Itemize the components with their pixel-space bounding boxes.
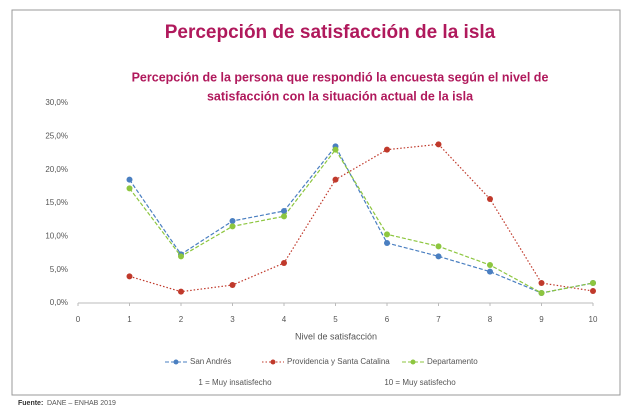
data-point	[435, 141, 442, 148]
data-point	[487, 196, 493, 202]
data-point	[487, 262, 493, 268]
data-point	[126, 176, 133, 183]
data-point	[435, 253, 442, 260]
x-axis-label: Nivel de satisfacción	[295, 331, 377, 341]
data-point	[126, 273, 133, 280]
data-point	[590, 288, 596, 294]
legend-label: Departamento	[427, 357, 478, 366]
y-tick-label: 30,0%	[45, 98, 68, 107]
note: 10 = Muy satisfecho	[384, 378, 456, 387]
data-point	[384, 146, 390, 153]
data-point	[487, 268, 493, 275]
data-point	[229, 218, 236, 224]
legend-swatch	[410, 359, 416, 365]
data-point	[384, 240, 390, 246]
x-tick-label: 9	[539, 315, 544, 324]
x-tick-label: 1	[127, 315, 132, 324]
data-point	[281, 208, 287, 214]
series-line	[129, 145, 594, 294]
x-tick-label: 6	[385, 315, 390, 324]
data-point	[538, 280, 545, 286]
y-tick-label: 10,0%	[45, 231, 68, 240]
legend-swatch	[173, 359, 179, 365]
data-point	[332, 146, 339, 153]
y-tick-label: 20,0%	[45, 165, 68, 174]
frame	[11, 9, 621, 396]
chart-subtitle: Percepción de la persona que respondió l…	[132, 70, 549, 84]
data-point	[229, 223, 236, 230]
source: DANE – ENHAB 2019	[47, 400, 116, 407]
data-point	[538, 290, 545, 296]
data-point	[178, 253, 184, 260]
legend-label: San Andrés	[190, 357, 231, 366]
data-point	[281, 260, 287, 266]
legend-swatch	[270, 359, 276, 365]
x-tick-label: 5	[333, 315, 338, 324]
note: 1 = Muy insatisfecho	[198, 378, 272, 387]
data-point	[281, 213, 287, 220]
data-point	[126, 185, 133, 192]
x-tick-label: 2	[179, 315, 184, 324]
data-point	[590, 280, 596, 286]
x-tick-label: 10	[589, 315, 598, 324]
data-point	[332, 176, 339, 183]
x-tick-label: 3	[230, 315, 235, 324]
series-line	[129, 148, 594, 294]
y-tick-label: 25,0%	[45, 131, 68, 140]
x-tick-label: 4	[282, 315, 287, 324]
legend-label: Providencia y Santa Catalina	[287, 357, 390, 366]
chart-title: Percepción de satisfacción de la isla	[165, 22, 496, 43]
source-label: Fuente:	[18, 400, 43, 407]
chart-subtitle: satisfacción con la situación actual de …	[207, 89, 474, 103]
data-point	[229, 282, 236, 288]
data-point	[384, 231, 390, 238]
y-tick-label: 5,0%	[50, 265, 68, 274]
data-point	[178, 288, 184, 295]
y-tick-label: 0,0%	[50, 298, 68, 307]
x-tick-label: 8	[488, 315, 493, 324]
x-tick-label: 7	[436, 315, 441, 324]
data-point	[435, 243, 442, 250]
x-tick-label: 0	[76, 315, 81, 324]
y-tick-label: 15,0%	[45, 198, 68, 207]
